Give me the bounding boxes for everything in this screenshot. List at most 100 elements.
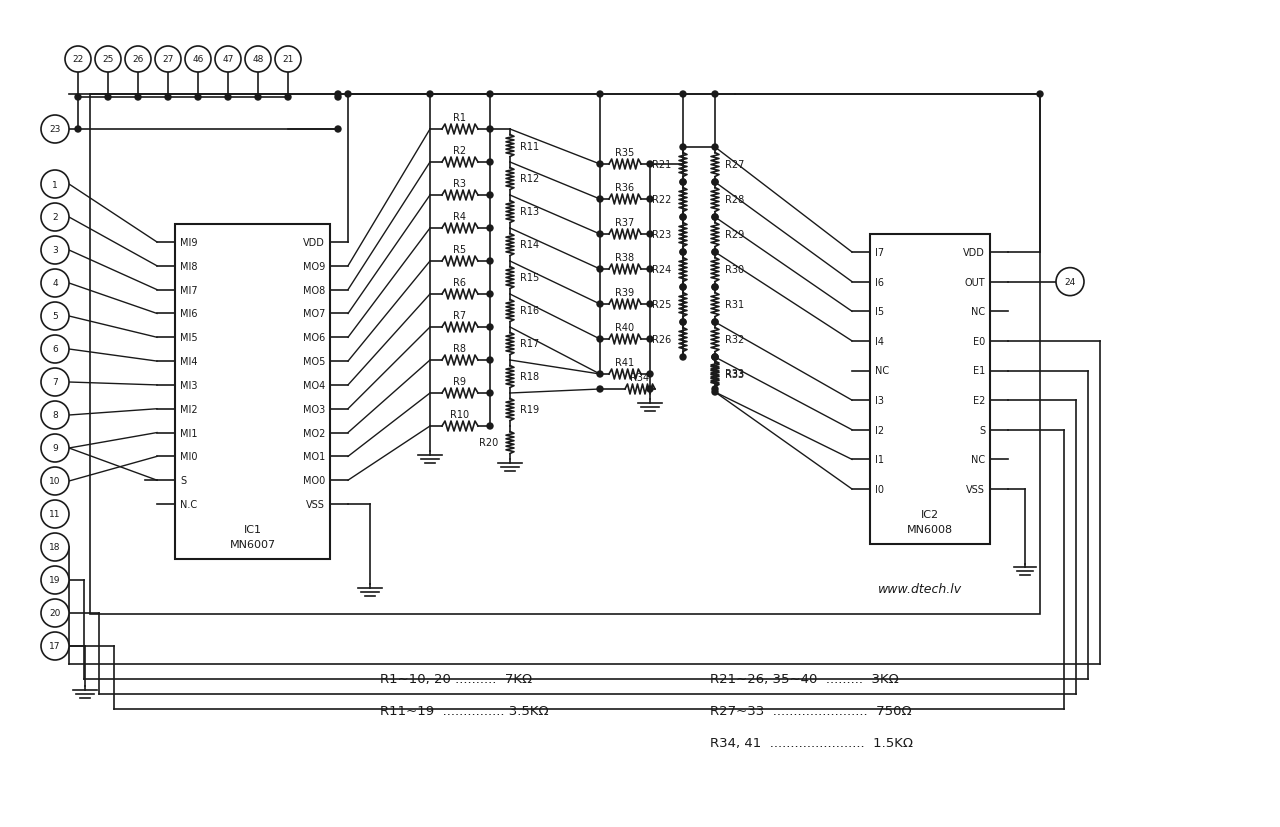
Text: I5: I5 (876, 307, 884, 317)
Circle shape (41, 336, 69, 364)
Text: 47: 47 (223, 55, 234, 65)
Circle shape (712, 92, 718, 98)
Circle shape (712, 284, 718, 290)
Bar (175, 225, 330, 559)
Text: R40: R40 (616, 323, 635, 332)
Circle shape (712, 390, 718, 395)
Text: R21: R21 (652, 160, 671, 170)
Text: R34: R34 (631, 372, 649, 383)
Text: 9: 9 (52, 444, 58, 453)
Bar (870, 235, 989, 544)
Text: MN6007: MN6007 (229, 539, 275, 549)
Text: 46: 46 (192, 55, 204, 65)
Circle shape (486, 292, 493, 298)
Text: MI2: MI2 (180, 404, 197, 414)
Circle shape (596, 386, 603, 393)
Text: R22: R22 (652, 195, 671, 205)
Circle shape (680, 250, 686, 256)
Text: R39: R39 (616, 288, 635, 298)
Circle shape (76, 127, 81, 133)
Circle shape (41, 171, 69, 198)
Circle shape (41, 237, 69, 265)
Circle shape (105, 95, 111, 101)
Text: MI4: MI4 (180, 356, 197, 366)
Text: MO5: MO5 (302, 356, 325, 366)
Text: R7: R7 (453, 311, 467, 321)
Text: R33: R33 (724, 370, 744, 380)
Circle shape (195, 95, 201, 101)
Text: R1: R1 (453, 112, 466, 123)
Text: MI7: MI7 (180, 285, 197, 295)
Circle shape (712, 215, 718, 221)
Text: R12: R12 (520, 174, 539, 184)
Text: VSS: VSS (306, 500, 325, 509)
Text: 18: 18 (49, 543, 60, 552)
Circle shape (41, 632, 69, 660)
Text: 1: 1 (52, 180, 58, 189)
Text: R27: R27 (724, 160, 745, 170)
Circle shape (680, 179, 686, 186)
Text: R3: R3 (453, 179, 466, 189)
Text: MI5: MI5 (180, 333, 197, 343)
Text: R38: R38 (616, 253, 635, 263)
Text: MO1: MO1 (303, 452, 325, 461)
Text: 4: 4 (52, 280, 58, 288)
Text: I7: I7 (876, 248, 884, 258)
Text: 2: 2 (52, 213, 58, 222)
Text: NC: NC (876, 366, 890, 376)
Circle shape (712, 250, 718, 256)
Text: R6: R6 (453, 278, 466, 288)
Circle shape (486, 357, 493, 364)
Circle shape (646, 371, 653, 378)
Text: MO7: MO7 (302, 309, 325, 319)
Circle shape (255, 95, 261, 101)
Text: NC: NC (970, 455, 986, 465)
Circle shape (646, 197, 653, 203)
Circle shape (712, 319, 718, 326)
Circle shape (41, 467, 69, 495)
Circle shape (225, 95, 230, 101)
Text: R4: R4 (453, 212, 466, 222)
Text: MO3: MO3 (303, 404, 325, 414)
Text: IC1: IC1 (243, 524, 261, 534)
Circle shape (486, 226, 493, 232)
Text: I4: I4 (876, 337, 884, 347)
Circle shape (596, 197, 603, 203)
Circle shape (646, 266, 653, 273)
Circle shape (486, 127, 493, 133)
Text: MI9: MI9 (180, 237, 197, 248)
Circle shape (335, 127, 340, 133)
Text: MO9: MO9 (303, 261, 325, 271)
Text: MI8: MI8 (180, 261, 197, 271)
Circle shape (712, 355, 718, 361)
Text: I0: I0 (876, 485, 884, 495)
Text: VDD: VDD (303, 237, 325, 248)
Text: VSS: VSS (966, 485, 986, 495)
Text: IC2: IC2 (920, 509, 940, 519)
Text: R14: R14 (520, 240, 539, 251)
Text: R25: R25 (652, 300, 671, 310)
Circle shape (646, 232, 653, 237)
Text: 11: 11 (49, 510, 60, 519)
Circle shape (646, 386, 653, 393)
Text: 17: 17 (49, 642, 60, 651)
Text: R32: R32 (724, 335, 744, 345)
Text: MO6: MO6 (303, 333, 325, 343)
Circle shape (41, 500, 69, 528)
Text: R9: R9 (453, 376, 466, 386)
Text: 22: 22 (73, 55, 83, 65)
Circle shape (680, 284, 686, 290)
Circle shape (95, 47, 122, 73)
Circle shape (596, 337, 603, 342)
Circle shape (680, 215, 686, 221)
Text: VDD: VDD (963, 248, 986, 258)
Circle shape (275, 47, 301, 73)
Circle shape (65, 47, 91, 73)
Text: I3: I3 (876, 395, 884, 405)
Text: MO8: MO8 (303, 285, 325, 295)
Circle shape (680, 319, 686, 326)
Circle shape (486, 423, 493, 429)
Circle shape (41, 369, 69, 396)
Text: R31: R31 (724, 300, 744, 310)
Text: R30: R30 (724, 265, 744, 275)
